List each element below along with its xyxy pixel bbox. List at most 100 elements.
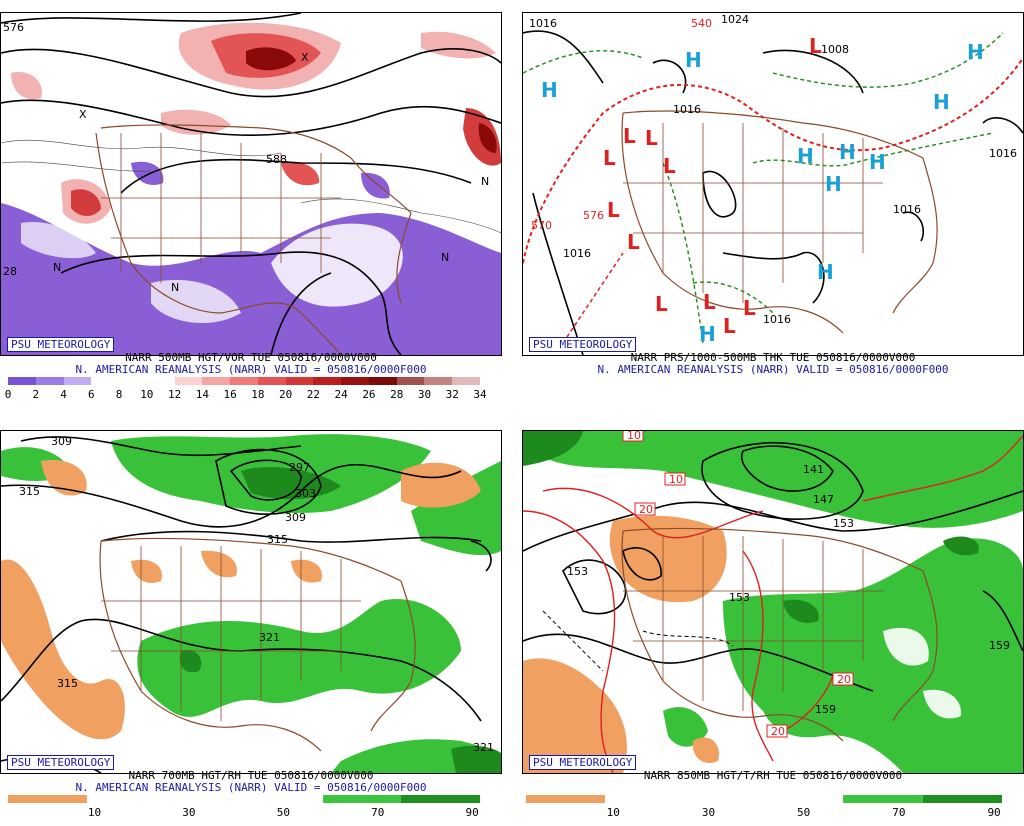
- colorbar-tick-label: 30: [182, 806, 196, 819]
- colorbar-tick-label: 22: [306, 388, 321, 401]
- contour-label-588: 588: [266, 153, 287, 166]
- colorbar-segment: [313, 377, 341, 385]
- isobar-label-1016: 1016: [529, 17, 557, 30]
- colorbar-tick-label: 4: [60, 388, 67, 401]
- low-pressure-marker: L: [663, 154, 676, 178]
- colorbar-tick-label: 14: [195, 388, 209, 401]
- isobar-label-1016: 1016: [763, 313, 791, 326]
- colorbar-tick-label: 32: [445, 388, 459, 401]
- colorbar-segment: [322, 795, 402, 803]
- colorbar-segment: [243, 795, 323, 803]
- panel-subtitle: N. AMERICAN REANALYSIS (NARR) VALID = 05…: [597, 363, 949, 376]
- low-pressure-marker: L: [623, 124, 636, 148]
- colorbar-segment: [285, 377, 314, 385]
- panel-title: NARR 500MB HGT/VOR TUE 050816/0000V000: [125, 351, 377, 364]
- colorbar-tick-label: 70: [371, 806, 385, 819]
- high-pressure-marker: H: [797, 144, 814, 168]
- colorbar-segment: [526, 795, 606, 803]
- low-pressure-marker: L: [645, 126, 658, 150]
- colorbar-segment: [396, 377, 425, 385]
- height-label-147: 147: [813, 493, 834, 506]
- colorbar-tick-label: 50: [797, 806, 811, 819]
- colorbar-segment: [843, 795, 923, 803]
- low-pressure-marker: L: [809, 34, 822, 58]
- isobar-label-1008: 1008: [821, 43, 849, 56]
- colorbar: [526, 795, 1002, 803]
- colorbar-tick-label: 90: [987, 806, 1001, 819]
- marker-n: N: [441, 251, 449, 264]
- thickness-label-570: 570: [531, 219, 552, 232]
- colorbar-tick-label: 30: [701, 806, 716, 819]
- colorbar-tick-label: 6: [87, 388, 95, 401]
- colorbar-segment: [763, 795, 844, 803]
- colorbar-segment: [63, 377, 92, 385]
- height-label-153: 153: [833, 517, 854, 530]
- colorbar-segment: [174, 377, 203, 385]
- colorbar-segment: [922, 795, 1002, 803]
- low-pressure-marker: L: [627, 230, 640, 254]
- panel-700mb-rh: 309 315 297 303 309 315 321 315 321 PSU …: [0, 418, 502, 826]
- colorbar-tick-label: 26: [362, 388, 376, 401]
- panel-title: NARR 700MB HGT/RH TUE 050816/0000V000: [128, 769, 374, 782]
- colorbar: [8, 377, 480, 385]
- temperature-label-20: 20: [837, 673, 851, 686]
- psu-meteorology-label: PSU METEOROLOGY: [529, 337, 637, 352]
- panel-title: NARR PRS/1000-500MB THK TUE 050816/0000V…: [630, 351, 916, 364]
- colorbar-segment: [119, 377, 147, 385]
- high-pressure-marker: H: [933, 90, 950, 114]
- low-pressure-marker: L: [655, 292, 668, 316]
- colorbar-tick-label: 10: [140, 388, 154, 401]
- high-pressure-marker: H: [699, 322, 716, 346]
- colorbar-segment: [257, 377, 286, 385]
- psu-meteorology-label: PSU METEOROLOGY: [529, 755, 637, 770]
- colorbar-tick-label: 30: [417, 388, 432, 401]
- colorbar-tick-label: 20: [279, 388, 293, 401]
- height-label-309: 309: [51, 435, 72, 448]
- marker-n: N: [481, 175, 489, 188]
- colorbar-segment: [91, 377, 119, 385]
- colorbar-tick-label: 16: [223, 388, 237, 401]
- colorbar-segment: [8, 795, 87, 803]
- panel-500mb-vorticity: 576 588 28 N N N N X X PSU METEOROLOGY N…: [0, 0, 502, 408]
- high-pressure-marker: H: [967, 40, 984, 64]
- colorbar-tick-label: 10: [606, 806, 620, 819]
- height-label-321: 321: [473, 741, 494, 754]
- high-pressure-marker: H: [685, 48, 702, 72]
- low-pressure-marker: L: [607, 198, 620, 222]
- temperature-label-20: 20: [771, 725, 785, 738]
- panel-subtitle: N. AMERICAN REANALYSIS (NARR) VALID = 05…: [75, 363, 427, 376]
- marker-n: N: [171, 281, 179, 294]
- height-label-309: 309: [285, 511, 306, 524]
- map-pressure: 1016 1024 540 1008 1016 1016 1016 1016 1…: [522, 12, 1024, 356]
- colorbar-segment: [202, 377, 230, 385]
- height-label-303: 303: [295, 487, 316, 500]
- colorbar-segment: [368, 377, 397, 385]
- colorbar-tick-label: 24: [334, 388, 348, 401]
- colorbar-tick-label: 50: [276, 806, 290, 819]
- panel-850mb-temp-rh: 10 10 20 20 20 153 153 141 147 153 159 1…: [522, 418, 1024, 826]
- colorbar-segment: [684, 795, 764, 803]
- map-850mb-svg: 10 10 20 20 20 153 153 141 147 153 159 1…: [523, 431, 1023, 773]
- colorbar-tick-label: 34: [473, 388, 487, 401]
- colorbar-tick-label: 2: [32, 388, 40, 401]
- height-label-315: 315: [57, 677, 78, 690]
- high-pressure-marker: H: [825, 172, 842, 196]
- temperature-label-10: 10: [669, 473, 683, 486]
- contour-label-576: 576: [3, 21, 24, 34]
- psu-meteorology-label: PSU METEOROLOGY: [7, 755, 115, 770]
- colorbar-segment: [424, 377, 452, 385]
- map-500mb-svg: 576 588 28 N N N N X X: [1, 13, 501, 355]
- map-500mb: 576 588 28 N N N N X X PSU METEOROLOGY: [0, 12, 502, 356]
- colorbar-tick-label: 28: [390, 388, 404, 401]
- low-pressure-marker: L: [743, 296, 756, 320]
- colorbar-tick-label: 0: [4, 388, 12, 401]
- thickness-label-576: 576: [583, 209, 604, 222]
- contour-label-28: 28: [3, 265, 17, 278]
- map-700mb-svg: 309 315 297 303 309 315 321 315 321: [1, 434, 501, 773]
- height-label-315: 315: [267, 533, 288, 546]
- colorbar-segment: [8, 377, 36, 385]
- colorbar-segment: [230, 377, 258, 385]
- isobar-label-1016: 1016: [893, 203, 921, 216]
- colorbar-segment: [146, 377, 175, 385]
- height-label-153: 153: [729, 591, 750, 604]
